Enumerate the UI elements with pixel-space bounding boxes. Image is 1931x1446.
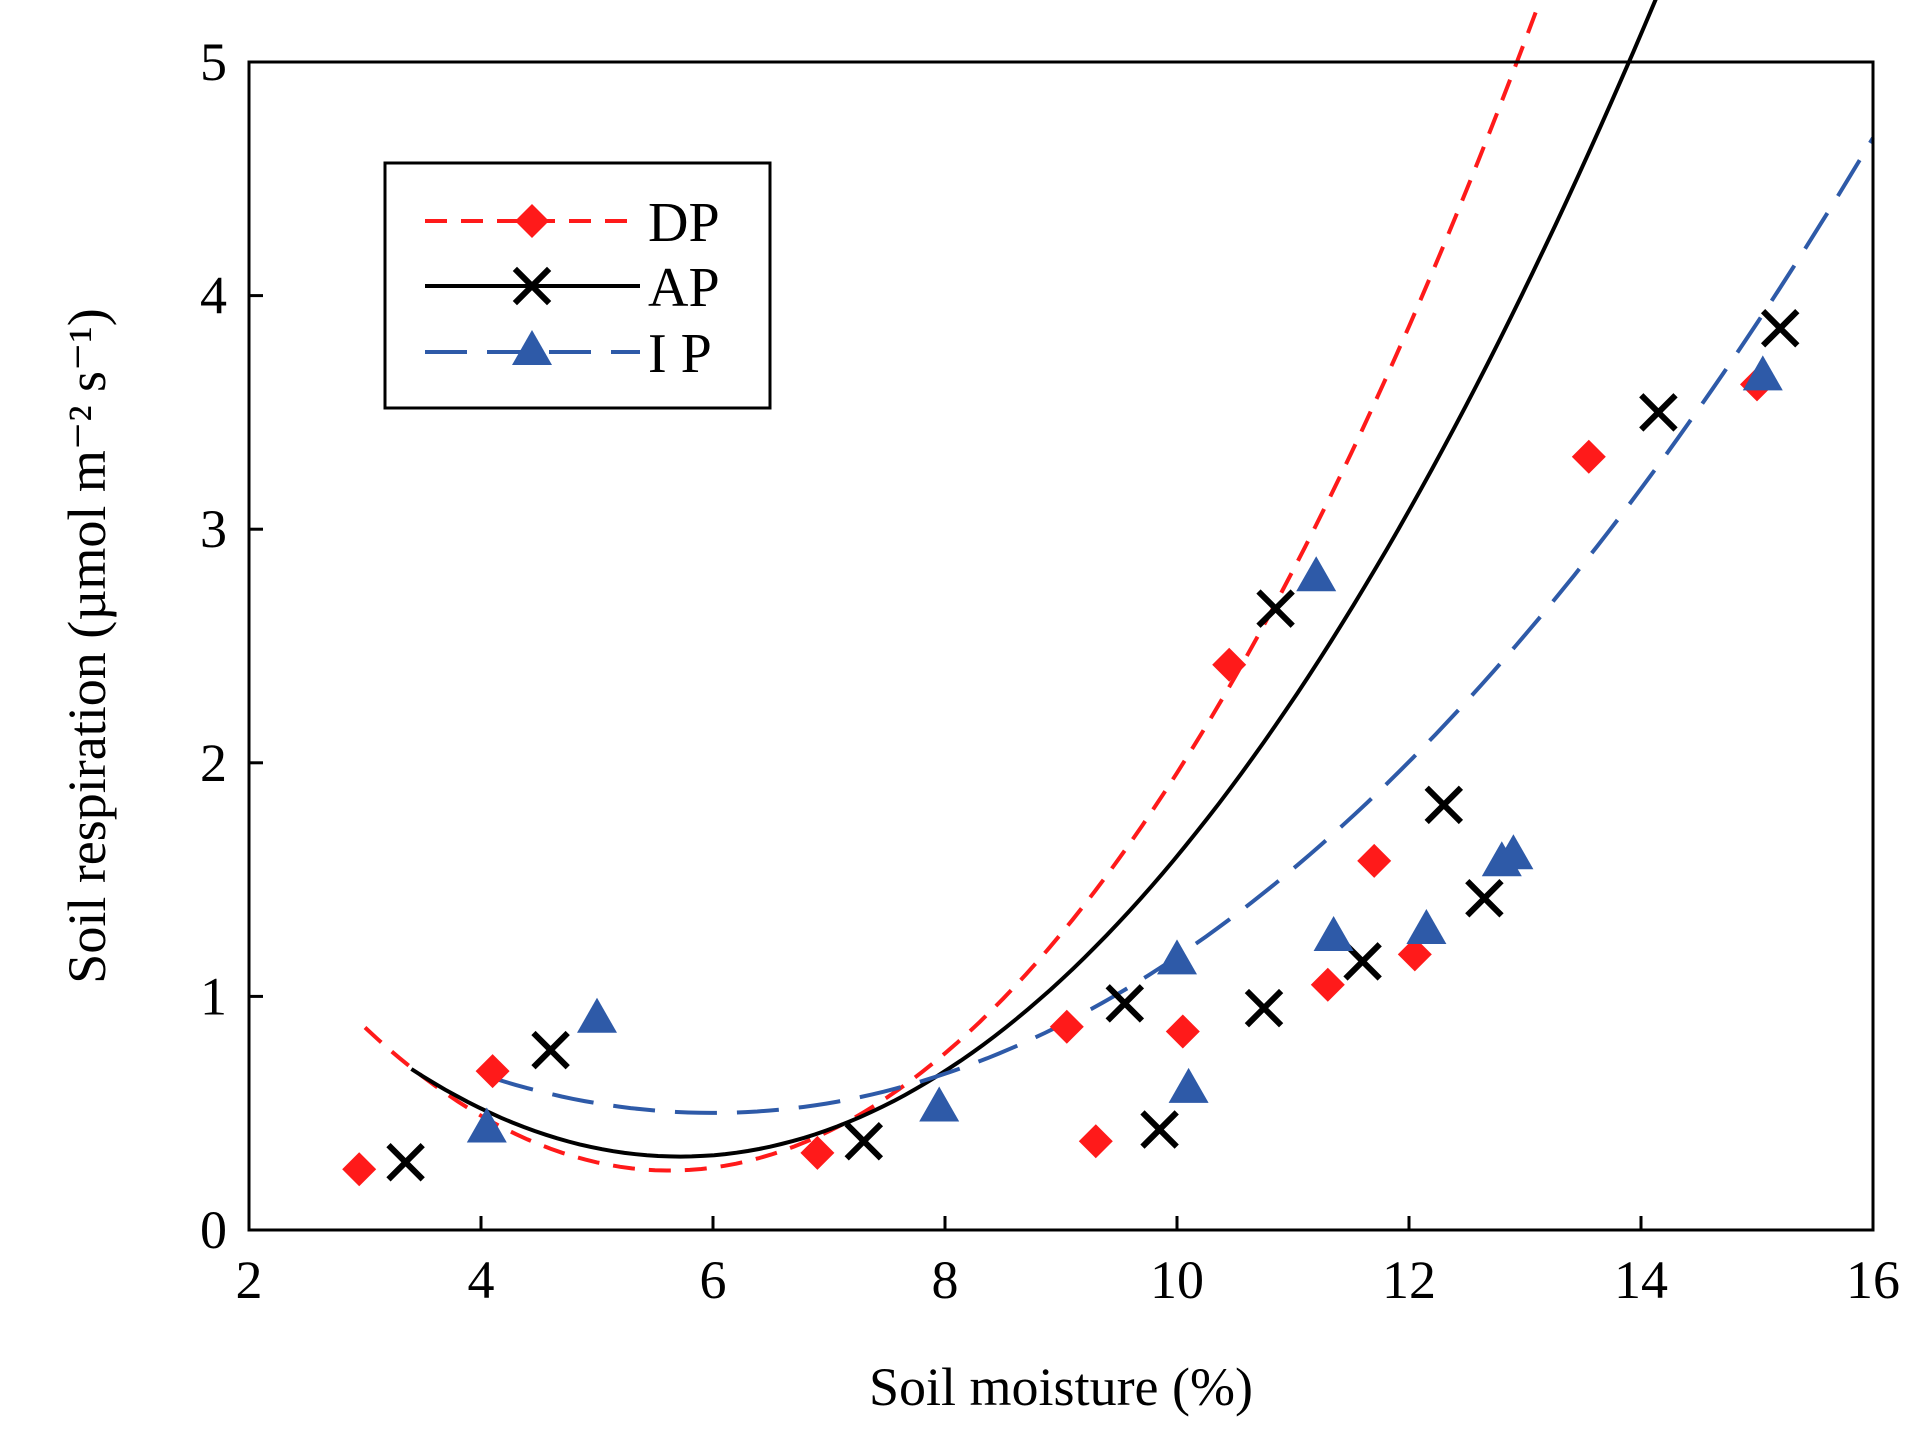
legend-marker-ap bbox=[512, 266, 552, 306]
x-tick-label: 14 bbox=[1614, 1250, 1668, 1310]
x-tick-label: 10 bbox=[1150, 1250, 1204, 1310]
y-tick-label: 1 bbox=[200, 966, 227, 1026]
y-axis-title: Soil respiration (µmol m⁻² s⁻¹) bbox=[57, 308, 117, 983]
data-point-ap bbox=[1465, 879, 1504, 918]
data-point-ip bbox=[577, 997, 617, 1033]
data-point-dp bbox=[1078, 1124, 1113, 1159]
legend-label-dp: DP bbox=[648, 192, 720, 254]
data-point-ap bbox=[1639, 393, 1678, 432]
y-tick-label: 2 bbox=[200, 733, 227, 793]
x-tick-label: 6 bbox=[700, 1250, 727, 1310]
x-tick-label: 2 bbox=[236, 1250, 263, 1310]
x-tick-label: 12 bbox=[1382, 1250, 1436, 1310]
data-point-ap bbox=[1105, 984, 1145, 1023]
data-point-ip bbox=[1313, 916, 1354, 951]
data-point-ip bbox=[1742, 355, 1783, 391]
y-tick-label: 3 bbox=[200, 499, 227, 559]
data-point-dp bbox=[1165, 1014, 1200, 1049]
legend-label-ap: AP bbox=[648, 257, 720, 319]
data-point-ip bbox=[1296, 556, 1337, 592]
data-point-ap bbox=[1244, 988, 1284, 1028]
fit-line-ip bbox=[492, 136, 1875, 1115]
x-tick-label: 8 bbox=[932, 1250, 959, 1310]
x-tick-label: 16 bbox=[1846, 1250, 1900, 1310]
data-point-ap bbox=[844, 1121, 884, 1161]
data-point-ap bbox=[1760, 309, 1800, 348]
y-tick-label: 5 bbox=[200, 32, 227, 92]
y-tick-label: 0 bbox=[200, 1200, 227, 1260]
fit-line-dp bbox=[363, 0, 1543, 1173]
data-point-dp bbox=[1310, 967, 1345, 1002]
data-point-ap bbox=[1256, 589, 1295, 628]
data-point-ip bbox=[1168, 1067, 1209, 1103]
data-point-ip bbox=[1157, 939, 1197, 975]
fit-line-ap bbox=[410, 0, 1658, 1159]
legend-marker-ip bbox=[512, 330, 552, 365]
data-point-dp bbox=[1397, 937, 1432, 972]
data-point-dp bbox=[1571, 439, 1606, 474]
data-point-dp bbox=[1049, 1009, 1084, 1044]
data-point-dp bbox=[1212, 647, 1247, 682]
data-point-ap bbox=[1424, 785, 1464, 825]
data-point-dp bbox=[342, 1152, 377, 1187]
plot-layer bbox=[342, 0, 1875, 1187]
data-point-ap bbox=[1343, 942, 1382, 981]
x-axis-title: Soil moisture (%) bbox=[869, 1357, 1253, 1417]
data-point-ap bbox=[1140, 1110, 1179, 1149]
y-tick-label: 4 bbox=[200, 266, 227, 326]
legend-marker-dp bbox=[515, 204, 549, 238]
data-point-ap bbox=[531, 1030, 570, 1070]
data-point-ip bbox=[466, 1107, 507, 1143]
plot-frame bbox=[247, 60, 1875, 1232]
data-point-dp bbox=[1357, 843, 1392, 878]
data-point-dp bbox=[800, 1135, 835, 1170]
data-point-ap bbox=[386, 1143, 425, 1182]
data-point-ip bbox=[919, 1086, 960, 1122]
data-point-ip bbox=[1406, 908, 1447, 944]
legend-label-ip: I P bbox=[648, 323, 712, 385]
x-tick-label: 4 bbox=[468, 1250, 495, 1310]
data-point-ip bbox=[1493, 834, 1534, 870]
data-point-dp bbox=[475, 1054, 510, 1089]
